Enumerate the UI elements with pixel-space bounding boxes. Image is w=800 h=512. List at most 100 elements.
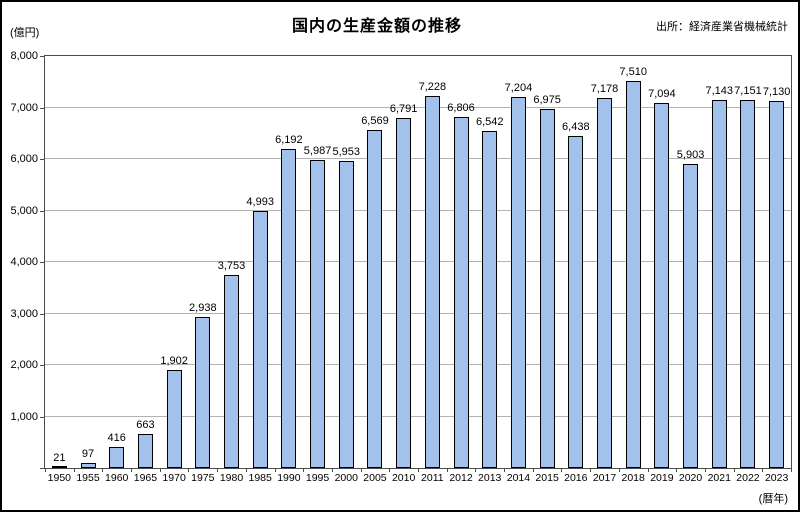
bar-1980 xyxy=(224,275,239,468)
bar-value-label: 6,192 xyxy=(275,134,303,146)
bar-1955 xyxy=(80,463,96,468)
x-tick-label: 2011 xyxy=(421,472,444,484)
x-tick-mark xyxy=(159,468,161,472)
gridline xyxy=(45,158,791,159)
x-tick-label: 1980 xyxy=(219,472,244,484)
bar-value-label: 6,569 xyxy=(361,115,389,127)
x-tick-label: 2014 xyxy=(506,472,531,484)
bar-2016 xyxy=(568,136,584,468)
bar-1995 xyxy=(310,160,326,468)
chart-source: 出所：経済産業省機械統計 xyxy=(656,21,788,33)
bar-1960 xyxy=(109,447,125,468)
x-tick-label: 2000 xyxy=(334,472,358,484)
y-axis-label: 2,000 xyxy=(10,359,38,371)
y-tick-mark xyxy=(40,365,44,366)
bar-value-label: 663 xyxy=(136,419,155,431)
gridline xyxy=(45,312,791,314)
x-tick-label: 2019 xyxy=(650,472,674,484)
bar-2023 xyxy=(769,101,785,468)
x-tick-mark xyxy=(217,468,219,472)
x-tick-label: 2010 xyxy=(391,472,416,484)
x-tick-mark xyxy=(532,468,534,472)
bar-1950 xyxy=(51,466,67,468)
gridline xyxy=(45,106,791,108)
bar-2017 xyxy=(597,98,612,468)
y-axis-label: 6,000 xyxy=(10,153,38,165)
x-tick-label: 2016 xyxy=(564,472,588,484)
bar-value-label: 7,510 xyxy=(619,66,647,78)
x-tick-mark xyxy=(762,468,764,472)
x-tick-mark xyxy=(45,468,46,472)
bar-1975 xyxy=(195,317,211,468)
x-tick-mark xyxy=(446,468,448,472)
bar-value-label: 7,204 xyxy=(504,82,533,94)
bar-value-label: 6,791 xyxy=(389,103,418,115)
bar-2018 xyxy=(625,81,641,468)
y-axis-label: 8,000 xyxy=(10,50,38,62)
x-tick-label: 1960 xyxy=(105,472,129,484)
bar-1965 xyxy=(137,434,153,468)
bar-2022 xyxy=(740,100,756,468)
x-tick-mark xyxy=(131,468,133,472)
x-tick-label: 1995 xyxy=(305,472,330,484)
x-tick-label: 2020 xyxy=(678,472,703,484)
x-tick-label: 1975 xyxy=(191,472,215,484)
x-tick-label: 1955 xyxy=(76,472,100,484)
gridline xyxy=(45,364,791,365)
bar-2005 xyxy=(367,130,383,468)
y-tick-mark xyxy=(40,210,44,212)
x-tick-mark xyxy=(647,468,649,472)
y-tick-mark xyxy=(40,159,44,160)
bar-value-label: 21 xyxy=(53,452,66,464)
y-tick-mark xyxy=(40,468,44,469)
x-tick-mark xyxy=(360,468,362,472)
y-tick-mark xyxy=(40,56,44,57)
plot-area xyxy=(44,55,792,469)
x-tick-mark xyxy=(733,468,735,472)
x-tick-label: 2005 xyxy=(363,472,387,484)
chart-title: 国内の生産金額の推移 xyxy=(291,18,462,35)
bar-value-label: 1,902 xyxy=(160,355,188,367)
bar-value-label: 7,094 xyxy=(648,88,676,100)
x-tick-label: 1990 xyxy=(277,472,301,484)
bar-value-label: 5,953 xyxy=(332,146,361,158)
x-tick-mark xyxy=(245,468,247,472)
x-tick-mark xyxy=(676,468,678,472)
x-tick-mark xyxy=(188,468,190,472)
bar-value-label: 7,130 xyxy=(762,86,791,98)
x-tick-label: 2013 xyxy=(478,472,502,484)
bar-value-label: 6,438 xyxy=(562,121,590,133)
bar-2010 xyxy=(396,118,412,468)
x-tick-label: 2023 xyxy=(764,472,789,484)
y-axis-label: 4,000 xyxy=(10,256,38,268)
y-tick-mark xyxy=(40,107,44,109)
x-tick-label: 2015 xyxy=(535,472,559,484)
bar-2011 xyxy=(424,96,440,468)
bar-value-label: 2,938 xyxy=(189,302,217,314)
bar-value-label: 6,975 xyxy=(533,94,561,106)
bar-value-label: 7,151 xyxy=(734,85,762,97)
bar-value-label: 97 xyxy=(81,448,95,460)
y-tick-mark xyxy=(40,416,44,418)
x-tick-label: 1950 xyxy=(47,472,72,484)
y-axis-label: 3,000 xyxy=(10,307,38,320)
y-tick-mark xyxy=(40,313,44,315)
gridline xyxy=(45,261,791,262)
x-tick-mark xyxy=(274,468,276,472)
x-tick-mark xyxy=(418,468,419,472)
bar-1985 xyxy=(252,211,268,468)
bar-value-label: 3,753 xyxy=(217,260,246,272)
bar-value-label: 7,143 xyxy=(705,85,734,97)
x-tick-label: 2012 xyxy=(449,472,473,484)
y-axis-label: 1,000 xyxy=(10,410,38,423)
y-axis-label: 5,000 xyxy=(10,204,38,217)
bar-value-label: 5,987 xyxy=(303,145,332,157)
bar-value-label: 6,542 xyxy=(475,116,504,128)
x-tick-label: 2021 xyxy=(707,472,731,484)
x-tick-label: 1985 xyxy=(248,472,272,484)
y-axis-label: 7,000 xyxy=(10,101,38,114)
bar-2015 xyxy=(539,109,555,468)
x-axis-unit-label: (暦年) xyxy=(758,493,788,505)
x-tick-mark xyxy=(303,468,305,472)
